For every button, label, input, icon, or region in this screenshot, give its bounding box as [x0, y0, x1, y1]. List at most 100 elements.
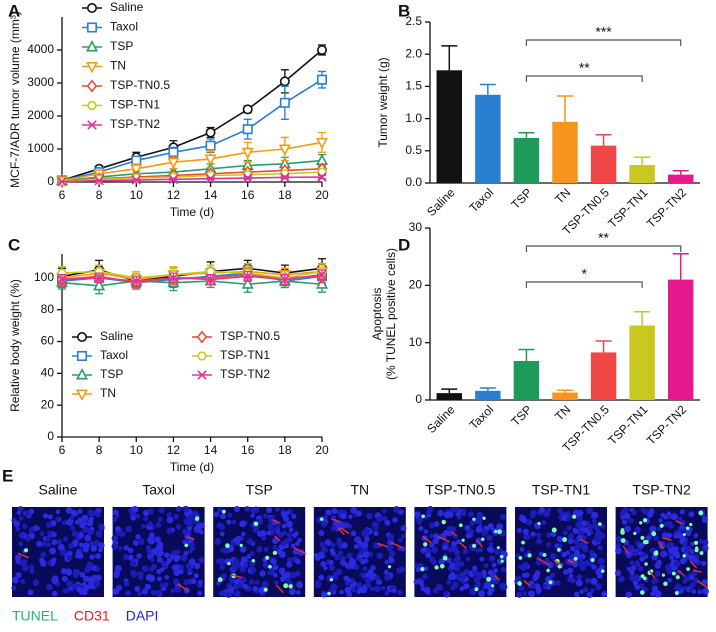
legend-label: Saline: [110, 0, 144, 14]
nucleus: [93, 580, 100, 587]
nucleus: [191, 578, 197, 584]
nucleus: [347, 553, 353, 559]
nucleus: [340, 513, 346, 519]
legend-label: TSP-TN2: [110, 117, 160, 131]
marker: [244, 125, 252, 133]
nucleus: [485, 581, 492, 588]
micrograph: [112, 506, 205, 597]
x-tick-label: Saline: [424, 402, 458, 436]
bar: [437, 70, 462, 183]
significance-label: **: [598, 230, 609, 246]
error-bar: [557, 390, 573, 392]
nucleus: [574, 592, 579, 597]
nucleus: [323, 566, 327, 570]
x-axis-label: Time (d): [170, 460, 214, 474]
nucleus: [330, 584, 337, 591]
nucleus: [354, 544, 359, 549]
nucleus: [130, 560, 137, 567]
tunel-spot: [24, 548, 28, 552]
tunel-spot: [644, 562, 648, 566]
nucleus: [267, 531, 271, 535]
nucleus: [572, 528, 577, 533]
y-tick-label: 0: [47, 429, 54, 443]
error-bar: [634, 312, 650, 326]
nucleus: [250, 513, 254, 517]
nucleus: [73, 539, 79, 545]
nucleus: [699, 539, 704, 544]
tunel-spot: [633, 532, 636, 535]
nucleus: [358, 554, 363, 559]
nucleus: [46, 522, 52, 528]
nucleus: [370, 587, 374, 591]
y-tick-label: 30: [409, 220, 423, 234]
tunel-spot: [552, 527, 557, 532]
nucleus: [551, 553, 556, 558]
nucleus: [493, 568, 498, 573]
nucleus: [40, 560, 47, 567]
nucleus: [472, 566, 478, 572]
nucleus: [567, 525, 572, 530]
nucleus: [136, 553, 141, 558]
nucleus: [273, 573, 278, 578]
nucleus: [228, 586, 234, 592]
nucleus: [174, 557, 179, 562]
nucleus: [519, 515, 524, 520]
tunel-spot: [218, 577, 223, 582]
nucleus: [125, 526, 132, 533]
nucleus: [160, 567, 165, 572]
nucleus: [79, 522, 86, 529]
nucleus: [275, 507, 280, 512]
nucleus: [363, 551, 370, 558]
nucleus: [649, 525, 656, 532]
error-bar: [673, 171, 689, 175]
tunel-spot: [472, 518, 475, 521]
x-tick-label: TSP-TN1: [605, 402, 650, 447]
nucleus: [683, 586, 688, 591]
nucleus: [71, 510, 77, 516]
tunel-spot: [288, 584, 292, 588]
tunel-spot: [283, 583, 288, 588]
nucleus: [424, 529, 428, 533]
nucleus: [274, 580, 279, 585]
nucleus: [446, 580, 451, 585]
y-tick-label: 0.5: [405, 143, 422, 157]
nucleus: [422, 574, 428, 580]
nucleus: [376, 552, 382, 558]
nucleus: [454, 557, 460, 563]
legend-label: Saline: [100, 329, 134, 343]
nucleus: [516, 592, 522, 598]
nucleus: [166, 512, 171, 517]
nucleus: [95, 567, 100, 572]
x-tick-label: TSP-TN2: [644, 185, 689, 230]
y-axis-label: Relative body weight (%): [8, 279, 22, 412]
nucleus: [98, 524, 104, 530]
nucleus: [249, 579, 255, 585]
nucleus: [250, 567, 256, 573]
bar: [475, 95, 500, 183]
nucleus: [584, 560, 590, 566]
nucleus: [418, 579, 424, 585]
tunel-spot: [543, 553, 547, 557]
nucleus: [680, 558, 686, 564]
nucleus: [55, 509, 60, 514]
error-bar: [673, 254, 689, 280]
panel-label: C: [8, 235, 20, 254]
x-axis-label: Time (d): [170, 205, 214, 219]
nucleus: [351, 530, 357, 536]
error-bar: [441, 46, 457, 70]
x-tick-label: 16: [241, 443, 255, 457]
nucleus: [589, 550, 594, 555]
nucleus: [474, 577, 480, 583]
y-tick-label: 0.0: [405, 175, 422, 189]
nucleus: [151, 590, 157, 596]
nucleus: [470, 588, 475, 593]
tunel-spot: [562, 537, 567, 542]
tunel-spot: [662, 574, 665, 577]
nucleus: [587, 524, 593, 530]
nucleus: [130, 515, 136, 521]
nucleus: [587, 532, 591, 536]
nucleus: [15, 526, 20, 531]
nucleus: [150, 558, 154, 562]
nucleus: [21, 559, 27, 565]
nucleus: [233, 538, 238, 543]
